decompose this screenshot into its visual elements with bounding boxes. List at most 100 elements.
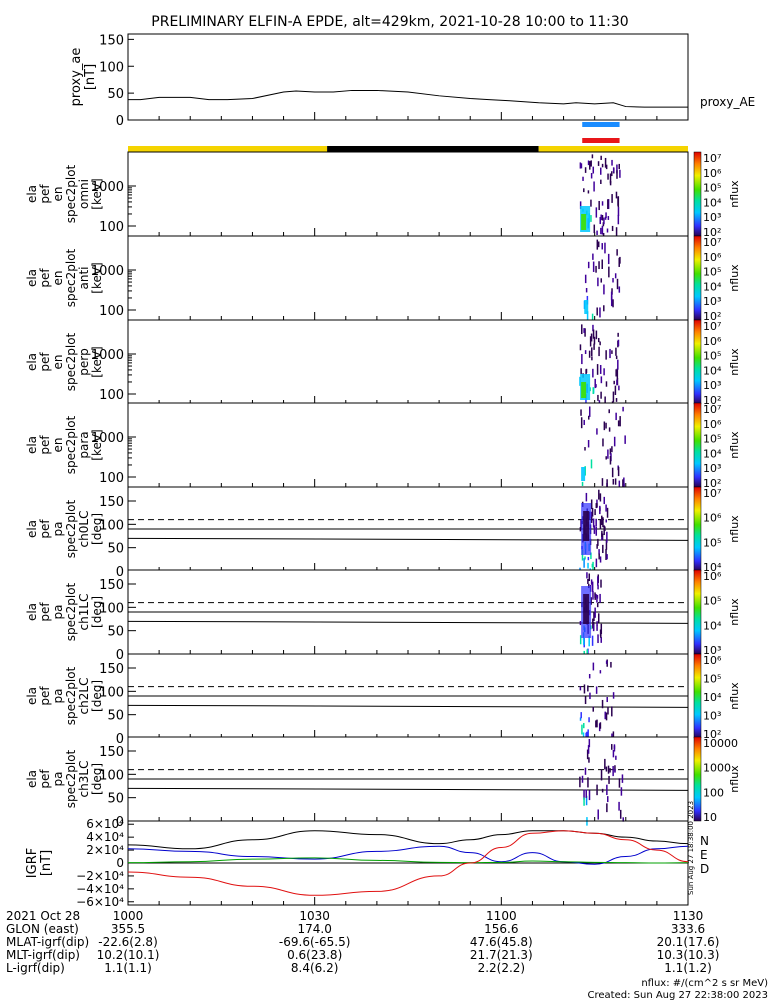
flux-mark — [601, 201, 604, 206]
colorbar-label: nflux — [728, 264, 741, 292]
y-tick-label: 1000 — [91, 180, 124, 195]
table-cell: 10.2(10.1) — [97, 948, 160, 962]
flux-mark — [603, 217, 605, 225]
colorbar-tick-label: 10⁶ — [703, 570, 722, 583]
flux-mark — [606, 531, 608, 543]
y-axis-label-line: spec2plot — [64, 499, 78, 558]
row-label: MLT-igrf(dip) — [6, 948, 80, 962]
flux-mark — [618, 385, 620, 391]
flux-mark — [580, 417, 583, 429]
flux-mark — [609, 448, 612, 455]
y-axis-label: elapefpaspec2plotch3LC[deg] — [25, 749, 104, 808]
flux-mark — [587, 777, 589, 788]
flux-mark — [615, 412, 617, 421]
colorbar-tick-label: 10⁵ — [703, 182, 721, 195]
flux-mark — [594, 593, 596, 600]
flux-mark — [612, 692, 615, 699]
flux-mark — [600, 623, 603, 635]
y-axis-label-line: [deg] — [90, 596, 104, 628]
y-axis-label-line: [keV] — [90, 429, 104, 460]
loss-cone-solid-line — [127, 787, 689, 791]
flux-mark — [610, 744, 613, 750]
y-axis-label-line: ela — [25, 436, 39, 454]
flux-mark — [587, 261, 590, 269]
flux-mark — [591, 347, 593, 357]
flux-mark — [580, 163, 583, 169]
y-tick-label: 2×10⁴ — [86, 843, 124, 857]
x-tick-label: 1130 — [673, 909, 704, 923]
panel-frame — [127, 151, 689, 237]
flux-low-energy — [584, 300, 589, 314]
flux-mark — [616, 278, 619, 290]
flux-mark — [596, 544, 598, 549]
row-label: L-igrf(dip) — [6, 961, 65, 975]
flux-core — [583, 511, 590, 541]
flux-mark — [605, 766, 608, 772]
flux-mark — [601, 478, 604, 486]
flux-mark — [614, 478, 617, 485]
y-tick-label: 0 — [116, 815, 124, 830]
y-tick-label: 100 — [99, 518, 124, 533]
y-tick-label: 1000 — [91, 431, 124, 446]
flux-mark — [593, 181, 595, 192]
colorbar-tick-label: 10⁵ — [703, 673, 721, 686]
flux-mark — [607, 706, 609, 715]
flux-mark — [597, 337, 600, 343]
colorbar-tick-label: 10⁴ — [703, 691, 722, 704]
colorbar — [693, 486, 702, 572]
flux-mark — [601, 243, 603, 250]
table-cell: 333.6 — [671, 922, 705, 936]
flux-mark — [587, 685, 589, 692]
flux-mark — [617, 339, 620, 347]
y-axis-label: elapefenspec2plotomni[keV] — [25, 164, 104, 223]
flux-mark — [612, 731, 615, 739]
panel-pa-ch3LC: 150 100 50 0 elapefpaspec2plotch3LC[deg] 1000… — [25, 736, 741, 830]
flux-low-energy — [581, 467, 586, 481]
colorbar-tick-label: 10⁷ — [703, 236, 721, 249]
flux-mark — [613, 380, 615, 385]
flux-mark — [581, 775, 584, 783]
flux-mark — [604, 157, 607, 168]
y-axis-label-line: spec2plot — [64, 164, 78, 223]
y-axis-label-line: pa — [51, 605, 65, 620]
flux-mark — [594, 607, 596, 618]
colorbar-tick-label: 10⁷ — [703, 403, 721, 416]
flux-mark — [617, 196, 620, 208]
flux-mark — [624, 435, 626, 444]
flux-mark — [583, 188, 585, 193]
flux-mark — [588, 739, 591, 748]
flux-mark — [615, 227, 618, 239]
flux-mark — [595, 265, 597, 273]
flux-mark — [583, 789, 585, 800]
y-axis-label-line: pef — [38, 769, 52, 789]
y-tick-label: 100 — [99, 768, 124, 783]
y-axis-label-line: pef — [38, 602, 52, 622]
flux-mark — [596, 621, 598, 626]
flux-mark — [585, 287, 588, 293]
flux-mark — [600, 579, 602, 588]
flux-mark — [606, 507, 609, 518]
flux-mark — [600, 179, 602, 185]
flux-mark — [601, 699, 604, 709]
y-tick-label: 150 — [99, 745, 124, 760]
y-axis-label-line: spec2plot — [64, 332, 78, 391]
row-label: MLAT-igrf(dip) — [6, 935, 89, 949]
colorbar-label: nflux — [728, 348, 741, 376]
flux-mark — [605, 212, 607, 219]
flux-mark — [613, 745, 616, 749]
colorbar-tick-label: 10⁴ — [703, 447, 722, 460]
flux-mark — [598, 549, 600, 555]
y-tick-label: 1000 — [91, 348, 124, 363]
flux-mark — [598, 489, 600, 500]
colorbar-tick-label: 10⁵ — [703, 266, 721, 279]
flux-mark — [600, 227, 602, 235]
flux-mark — [599, 629, 602, 637]
flux-mark — [590, 516, 593, 523]
flux-mark — [592, 368, 594, 378]
flux-mark — [592, 618, 594, 629]
y-axis-label-line: ela — [25, 269, 39, 287]
flux-mark — [616, 379, 618, 386]
flux-mark — [579, 621, 582, 626]
colorbar-tick-label: 10⁵ — [703, 595, 721, 608]
flux-mark — [584, 328, 586, 337]
